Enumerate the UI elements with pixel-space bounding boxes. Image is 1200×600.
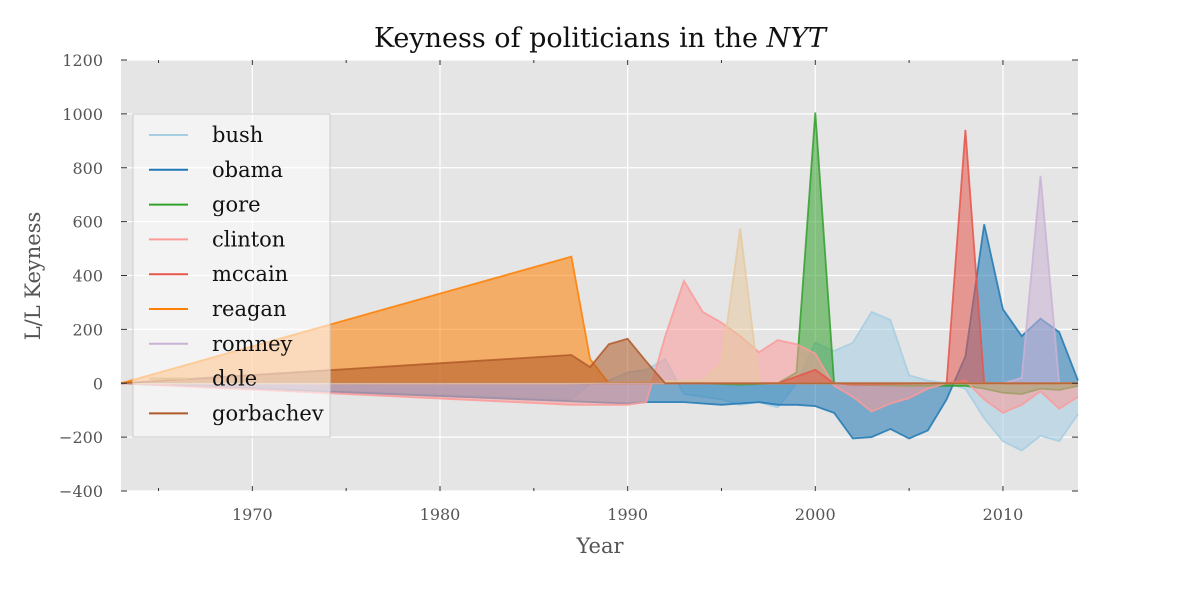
legend-label-clinton: clinton: [212, 227, 285, 251]
area-clinton: [121, 280, 1078, 413]
x-tick-label: 2010: [983, 505, 1024, 524]
series-layer: [120, 112, 1079, 452]
x-tick-label: 2000: [795, 505, 836, 524]
line-clinton: [120, 278, 1079, 414]
y-tick-label: −200: [59, 428, 103, 447]
y-tick-label: 600: [72, 213, 103, 232]
y-tick-label: 1000: [62, 105, 103, 124]
area-reagan: [121, 256, 1078, 384]
chart-title: Keyness of politicians in the NYT: [374, 23, 828, 54]
area-bush: [121, 311, 1078, 451]
line-gorbachev: [120, 337, 1078, 385]
legend: bush obama gore clinton mccain reagan romney do…: [132, 113, 331, 438]
legend-label-romney: romney: [212, 332, 293, 356]
y-tick-label: 0: [93, 374, 103, 393]
legend-label-reagan: reagan: [212, 297, 286, 321]
y-tick-label: 200: [72, 320, 103, 339]
y-tick-label: 800: [72, 159, 103, 178]
legend-label-bush: bush: [212, 123, 263, 147]
x-tick-label: 1980: [420, 505, 461, 524]
y-axis-label: L/L Keyness: [21, 212, 45, 341]
y-tick-label: 400: [72, 267, 103, 286]
line-mccain: [121, 129, 1078, 386]
legend-label-dole: dole: [212, 367, 257, 391]
x-tick-label: 1970: [232, 505, 273, 524]
y-tick-label: 1200: [62, 51, 103, 70]
axis-ticks: 1970 1980 1990 2000 2010 −400 −200 0 200 400 600 80…: [59, 51, 1078, 524]
x-tick-label: 1990: [607, 505, 648, 524]
legend-label-gore: gore: [212, 193, 261, 217]
line-obama: [120, 224, 1079, 440]
legend-label-obama: obama: [212, 158, 283, 182]
legend-label-mccain: mccain: [212, 262, 288, 286]
legend-box: [132, 113, 331, 438]
legend-label-gorbachev: gorbachev: [212, 401, 324, 425]
x-axis-label: Year: [575, 534, 624, 558]
y-tick-label: −400: [59, 482, 103, 501]
area-gorbachev: [121, 338, 1078, 384]
chart-title-main: Keyness of politicians in the: [374, 23, 758, 54]
chart-title-italic: NYT: [766, 23, 828, 54]
